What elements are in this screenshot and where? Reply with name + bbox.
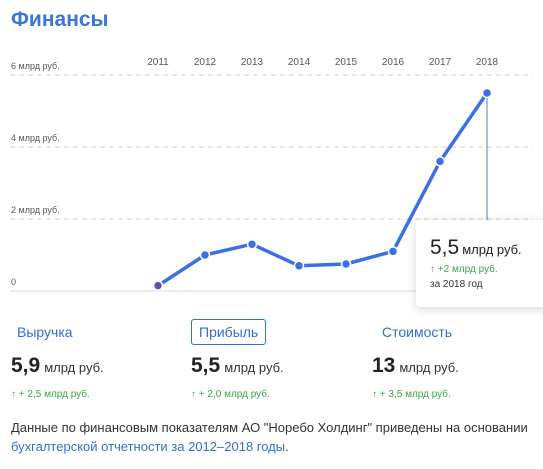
data-point[interactable]: [340, 258, 352, 270]
profit-delta: ↑ + 2,0 млрд руб.: [191, 389, 270, 400]
series-line: [156, 91, 489, 288]
profit-metric: 5,5 млрд руб.: [191, 354, 284, 378]
profit-unit: млрд руб.: [224, 360, 284, 375]
value-unit: млрд руб.: [399, 360, 459, 375]
data-point[interactable]: [152, 280, 164, 291]
x-tick-label: 2018: [476, 57, 499, 68]
revenue-unit: млрд руб.: [44, 360, 104, 375]
tooltip-delta: ↑ +2 млрд руб.: [430, 264, 498, 275]
y-tick-label: 4 млрд руб.: [11, 133, 60, 143]
value-metric: 13 млрд руб.: [372, 354, 459, 378]
note-text: Данные по финансовым показателям АО "Нор…: [11, 420, 528, 435]
y-tick-label: 6 млрд руб.: [11, 61, 60, 71]
tooltip-unit: млрд руб.: [462, 242, 522, 257]
data-point[interactable]: [199, 249, 211, 261]
x-tick-label: 2017: [429, 57, 452, 68]
x-tick-label: 2013: [241, 57, 264, 68]
value-value: 13: [372, 354, 396, 377]
x-tick-label: 2015: [335, 57, 358, 68]
data-point[interactable]: [293, 260, 305, 272]
tooltip-period: за 2018 год: [430, 279, 483, 290]
data-point[interactable]: [481, 87, 493, 99]
value-delta: ↑ + 3,5 млрд руб.: [372, 389, 451, 400]
value-tooltip: 5,5 млрд руб. ↑ +2 млрд руб. за 2018 год: [416, 220, 543, 307]
tab-value[interactable]: Стоимость: [382, 324, 453, 340]
tab-revenue[interactable]: Выручка: [17, 324, 73, 340]
revenue-metric: 5,9 млрд руб.: [11, 354, 104, 378]
x-tick-label: 2012: [194, 57, 217, 68]
profit-value: 5,5: [191, 354, 221, 377]
tooltip-value: 5,5: [430, 236, 460, 259]
data-point[interactable]: [434, 156, 446, 167]
tab-profit[interactable]: Прибыль: [191, 319, 267, 345]
note-end: .: [285, 439, 289, 454]
data-point[interactable]: [246, 238, 258, 250]
x-tick-label: 2016: [382, 57, 405, 68]
accounting-reports-link[interactable]: бухгалтерской отчетности за 2012–2018 го…: [11, 439, 286, 454]
x-tick-label: 2014: [288, 57, 311, 68]
y-tick-label: 2 млрд руб.: [11, 205, 60, 215]
data-point[interactable]: [387, 246, 399, 257]
revenue-value: 5,9: [11, 354, 41, 377]
y-tick-label: 0: [11, 277, 16, 287]
x-tick-label: 2011: [147, 57, 169, 68]
revenue-delta: ↑ + 2,5 млрд руб.: [11, 389, 90, 400]
data-source-note: Данные по финансовым показателям АО "Нор…: [11, 418, 536, 456]
page-title: Финансы: [11, 8, 109, 31]
